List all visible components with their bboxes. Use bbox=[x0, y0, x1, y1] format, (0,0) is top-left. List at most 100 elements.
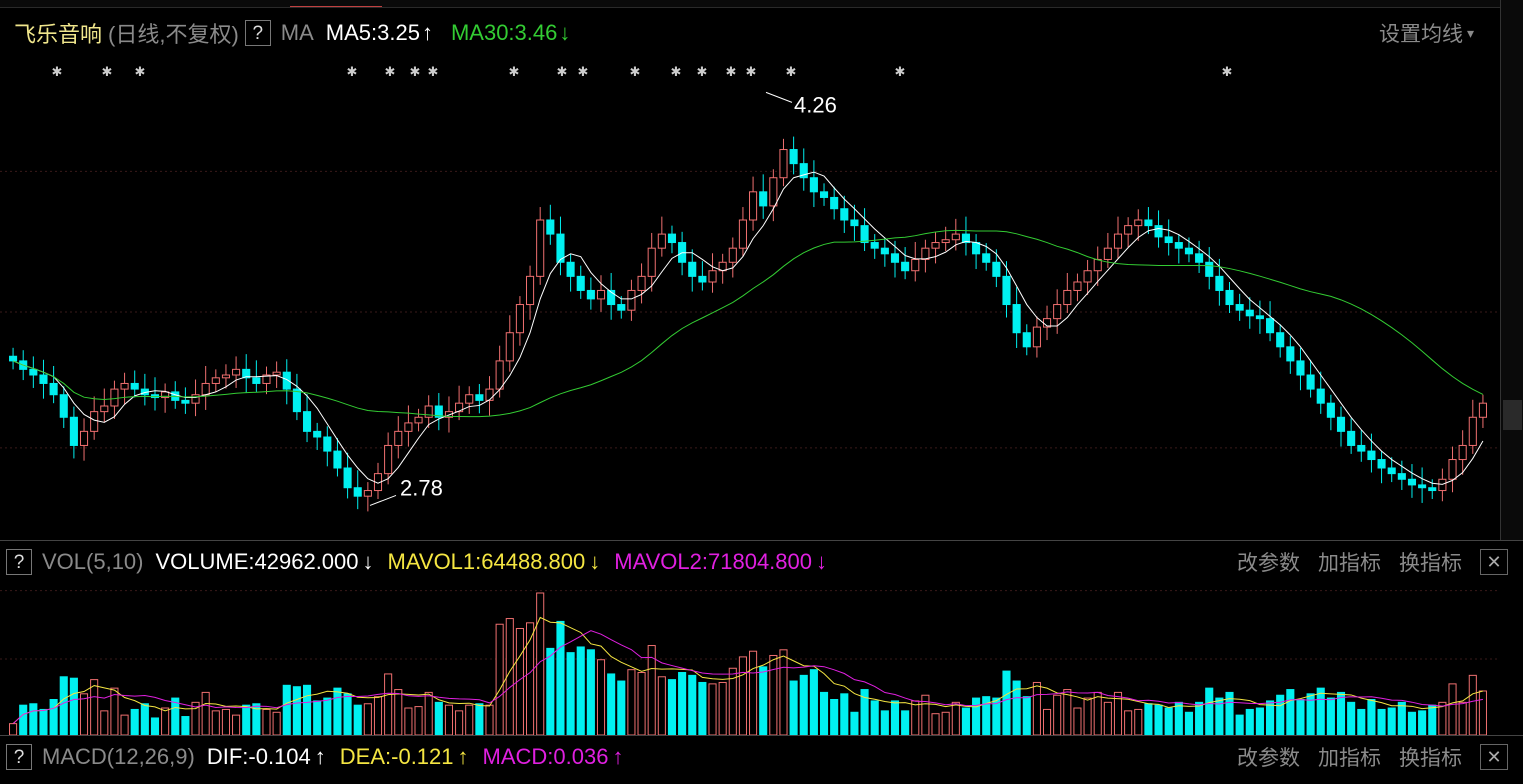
macd-change-params-button[interactable]: 改参数 bbox=[1237, 747, 1300, 770]
candle-body bbox=[1367, 450, 1376, 461]
dea-value: DEA:-0.121 bbox=[339, 744, 454, 769]
volume-bar bbox=[49, 699, 58, 735]
volume-bar bbox=[282, 684, 291, 735]
candle-body bbox=[475, 394, 484, 401]
macd-help-button[interactable]: ? bbox=[6, 744, 32, 770]
volume-bar bbox=[982, 696, 991, 735]
candle-body bbox=[941, 239, 950, 244]
volume-bar bbox=[1012, 680, 1021, 735]
volume-bar bbox=[1296, 699, 1305, 735]
candle-body bbox=[29, 368, 38, 376]
high-price-label: 4.26 bbox=[794, 92, 837, 117]
volume-bar bbox=[1316, 687, 1325, 735]
volume-bar bbox=[738, 656, 747, 735]
candle-body bbox=[769, 177, 778, 207]
ma5-line bbox=[12, 171, 1484, 485]
volume-bar bbox=[475, 703, 484, 735]
vol-help-button[interactable]: ? bbox=[6, 549, 32, 575]
volume-bar bbox=[992, 697, 1001, 735]
vol-change-params-button[interactable]: 改参数 bbox=[1237, 552, 1300, 575]
ma5-value: MA5:3.25 bbox=[325, 20, 420, 45]
candle-body bbox=[424, 405, 433, 418]
candle-body bbox=[1195, 253, 1204, 263]
candle-body bbox=[688, 261, 697, 277]
volume-bar bbox=[911, 700, 920, 735]
vol-switch-indicator-button[interactable]: 换指标 bbox=[1399, 552, 1462, 575]
candle-body bbox=[1113, 233, 1123, 249]
candle-body bbox=[1347, 430, 1356, 446]
macd-add-indicator-button[interactable]: 加指标 bbox=[1318, 747, 1381, 770]
info-marker-icon: ✱ bbox=[102, 64, 113, 79]
volume-chart[interactable] bbox=[0, 583, 1500, 735]
volume-bar bbox=[161, 707, 170, 735]
candle-body bbox=[1063, 289, 1072, 306]
mavol2-line bbox=[12, 630, 1484, 725]
candle-body bbox=[1124, 225, 1133, 235]
top-strip-active-tab[interactable] bbox=[290, 0, 382, 7]
macd-arrow-icon: ↑ bbox=[612, 744, 624, 769]
volume-bar bbox=[1002, 670, 1011, 735]
volume-bar bbox=[961, 707, 970, 735]
volume-bar bbox=[1357, 708, 1366, 735]
candle-body bbox=[1468, 416, 1477, 446]
macd-close-icon[interactable]: ✕ bbox=[1480, 744, 1508, 770]
candle-body bbox=[232, 368, 241, 376]
volume-bar bbox=[323, 697, 332, 735]
volume-bar bbox=[1042, 708, 1052, 735]
volume-bar bbox=[617, 680, 626, 735]
candle-body bbox=[363, 490, 372, 497]
vol-close-icon[interactable]: ✕ bbox=[1480, 549, 1508, 575]
volume-bar bbox=[951, 701, 960, 735]
ma-settings[interactable]: 设置均线 ▾ bbox=[1379, 18, 1474, 48]
candle-body bbox=[1225, 289, 1234, 306]
candle-body bbox=[384, 444, 393, 475]
mavol1-value: MAVOL1:64488.800 bbox=[387, 549, 586, 574]
volume-bar bbox=[678, 672, 687, 735]
price-chart[interactable]: ✱ ✱ ✱ ✱ ✱ ✱ ✱ ✱ ✱ ✱ ✱ ✱ ✱ ✱ ✱ ✱ ✱ ✱ 4.26 2.78 bbox=[0, 55, 1500, 540]
candle-body bbox=[59, 394, 68, 418]
scrollbar-track[interactable] bbox=[1500, 0, 1523, 540]
candle-body bbox=[779, 149, 788, 179]
volume-bar bbox=[394, 689, 403, 735]
volume-bar bbox=[384, 673, 393, 735]
volume-bar bbox=[292, 686, 301, 735]
stock-name[interactable]: 飞乐音响 bbox=[14, 22, 103, 47]
main-help-button[interactable]: ? bbox=[244, 20, 271, 46]
candle-body bbox=[515, 304, 524, 334]
volume-bar bbox=[596, 659, 606, 735]
candle-body bbox=[272, 371, 281, 376]
candle-body bbox=[1326, 402, 1335, 418]
macd-switch-indicator-button[interactable]: 换指标 bbox=[1399, 747, 1462, 770]
volume-bar bbox=[657, 676, 666, 735]
volume-bar bbox=[1448, 683, 1457, 735]
candle-body bbox=[840, 208, 849, 221]
volume-bar bbox=[1407, 711, 1417, 735]
volume-bar bbox=[110, 687, 119, 735]
low-pointer bbox=[369, 494, 397, 506]
vol-add-indicator-button[interactable]: 加指标 bbox=[1318, 552, 1381, 575]
candle-body bbox=[252, 377, 261, 384]
volume-bar bbox=[819, 691, 829, 735]
volume-bar bbox=[343, 693, 352, 735]
ma30-arrow-icon: ↓ bbox=[559, 20, 571, 45]
ma30-value: MA30:3.46 bbox=[450, 20, 558, 45]
volume-bar bbox=[1468, 674, 1477, 735]
candle-body bbox=[1316, 388, 1325, 404]
volume-bar bbox=[1022, 696, 1031, 735]
chevron-down-icon[interactable]: ▾ bbox=[1466, 24, 1474, 41]
candle-body bbox=[1012, 304, 1021, 334]
candle-body bbox=[69, 416, 78, 446]
scrollbar-thumb[interactable] bbox=[1503, 400, 1522, 430]
info-marker-icon: ✱ bbox=[385, 64, 396, 79]
ma-settings-label[interactable]: 设置均线 bbox=[1378, 23, 1463, 46]
volume-bar bbox=[181, 716, 190, 735]
volume-bar bbox=[140, 703, 149, 735]
volume-bar bbox=[373, 696, 383, 735]
candle-body bbox=[49, 382, 58, 396]
volume-bar bbox=[799, 674, 808, 735]
volume-bar bbox=[1306, 693, 1315, 735]
info-marker-icon: ✱ bbox=[786, 64, 797, 79]
candle-body bbox=[414, 416, 423, 424]
candle-body bbox=[536, 219, 545, 277]
candle-body bbox=[1235, 304, 1244, 311]
